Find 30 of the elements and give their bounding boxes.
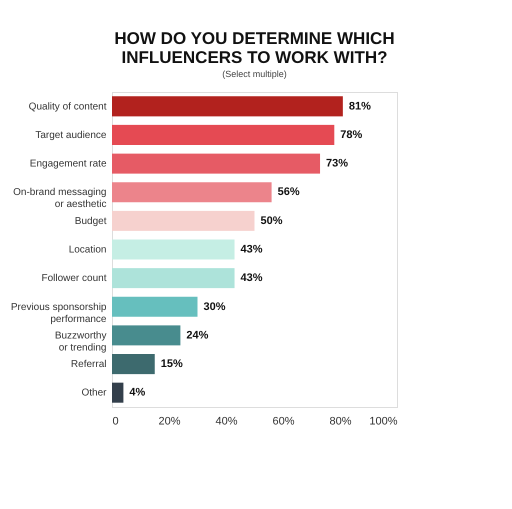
data-label: 43% — [240, 272, 263, 284]
y-tick-label: Previous sponsorship performance — [10, 302, 107, 325]
chart-subtitle: (Select multiple) — [222, 69, 287, 79]
y-tick-label: On-brand messaging or aesthetic — [13, 187, 106, 210]
x-tick-label: 0 — [112, 416, 119, 428]
x-tick-label: 40% — [215, 416, 238, 428]
y-tick-label: Engagement rate — [30, 158, 107, 170]
data-label: 78% — [340, 128, 363, 141]
y-tick-label: Quality of content — [28, 101, 107, 112]
y-tick-label: Location — [68, 244, 106, 256]
data-label: 4% — [129, 386, 146, 399]
x-tick-label: 20% — [158, 416, 181, 428]
x-tick-label: 60% — [272, 416, 295, 428]
y-tick-label: Target audience — [35, 130, 107, 141]
data-label: 30% — [204, 300, 226, 313]
data-label: 56% — [278, 186, 300, 198]
y-tick-label: Follower count — [41, 273, 107, 284]
y-tick-label: Budget — [74, 216, 107, 227]
y-tick-label: Other — [81, 388, 108, 399]
data-label: 73% — [326, 158, 348, 170]
y-tick-label: Buzzworthy or trending — [54, 330, 106, 354]
x-tick-label: 100% — [369, 416, 398, 428]
data-label: 15% — [160, 358, 183, 370]
data-label: 81% — [348, 100, 372, 112]
data-label: 43% — [240, 244, 263, 256]
data-label: 24% — [186, 329, 209, 342]
chart-title: HOW DO YOU DETERMINE WHICH INFLUENCERS TO WORK WITH? — [114, 29, 395, 67]
y-tick-label: Referral — [70, 359, 106, 370]
data-label: 50% — [260, 214, 283, 227]
x-tick-label: 80% — [329, 416, 352, 428]
